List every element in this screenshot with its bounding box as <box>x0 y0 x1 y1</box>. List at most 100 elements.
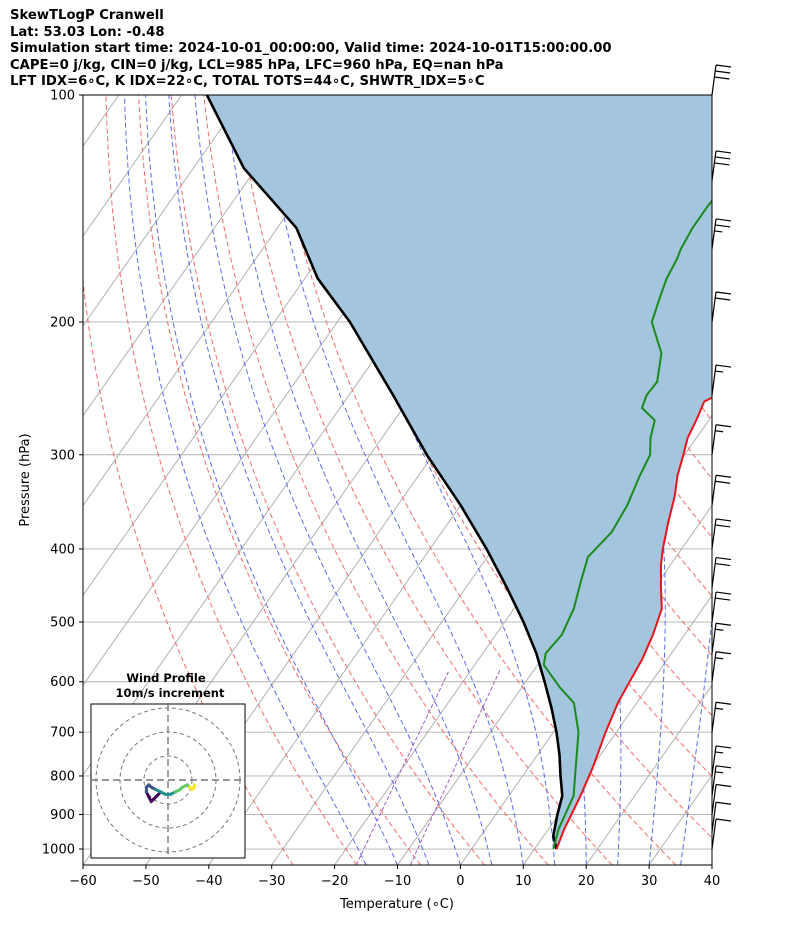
wind-barb-staff <box>711 765 717 796</box>
y-tick-label: 400 <box>50 542 75 557</box>
isotherm-gridline <box>460 504 712 865</box>
wind-barb-flag <box>715 622 732 626</box>
y-tick-label: 600 <box>50 675 75 690</box>
wind-barb-flag <box>715 597 731 601</box>
wind-barb <box>711 364 732 396</box>
moist-adiabat-line <box>224 95 493 865</box>
hodograph-ring <box>143 755 193 805</box>
dry-adiabat-line <box>235 95 613 865</box>
x-tick-label: −10 <box>384 874 411 889</box>
wind-barb <box>711 474 732 506</box>
wind-barb-staff <box>711 702 717 733</box>
wind-barb <box>711 591 732 623</box>
wind-barb-flag <box>715 524 731 528</box>
wind-barb-flag <box>715 64 732 68</box>
wind-barbs <box>711 64 732 850</box>
lat-lon: Lat: 53.03 Lon: -0.48 <box>10 24 165 40</box>
moist-adiabat-line <box>711 861 712 865</box>
wind-barb-flag <box>715 701 732 705</box>
isotherm-gridline <box>83 95 245 327</box>
wind-barb <box>711 701 732 733</box>
dry-adiabat-line <box>83 277 294 865</box>
x-tick-label: −30 <box>258 874 285 889</box>
y-axis-label: Pressure (hPa) <box>18 433 33 526</box>
isotherm-gridline <box>83 95 308 417</box>
parcel-profile <box>205 95 564 850</box>
wind-barb-flag <box>715 297 731 301</box>
cape-shaded-area <box>206 95 712 849</box>
wind-barb-half-flag <box>715 370 724 373</box>
wind-barb <box>711 783 732 815</box>
moist-adiabat-line <box>194 95 461 865</box>
wind-barb-flag <box>714 76 730 80</box>
wind-barb-half-flag <box>714 230 723 233</box>
wind-barb-flag <box>715 218 732 222</box>
wind-barb-flag <box>714 162 730 166</box>
wind-barb-staff <box>711 218 717 249</box>
wind-barb-flag <box>715 474 732 478</box>
x-tick-label: 20 <box>578 874 595 889</box>
wind-barb <box>711 765 732 796</box>
wind-barb-flag <box>715 591 732 595</box>
wind-barb-flag <box>715 783 732 788</box>
x-tick-label: 30 <box>641 874 658 889</box>
wind-barb-flag <box>715 765 732 769</box>
y-tick-label: 900 <box>50 808 75 823</box>
x-axis-label: Temperature (∘C) <box>339 897 454 912</box>
wind-barb-staff <box>711 291 717 323</box>
hodograph-ring <box>119 731 217 829</box>
wind-barb-flag <box>715 480 731 484</box>
wind-barb-half-flag <box>715 771 724 774</box>
dewpoint-profile <box>542 199 712 850</box>
temperature-profile <box>555 396 712 850</box>
station-title: SkewTLogP Cranwell <box>10 8 164 23</box>
isotherm-gridline <box>585 684 712 865</box>
wind-barb-flag <box>715 801 732 805</box>
stability-indices: LFT IDX=6∘C, K IDX=22∘C, TOTAL TOTS=44∘C… <box>10 74 485 89</box>
wind-barb-half-flag <box>715 628 724 631</box>
hodograph-title: Wind Profile <box>126 671 206 685</box>
wind-barb <box>711 150 732 181</box>
wind-barb-flag <box>715 651 732 655</box>
wind-barb <box>711 801 732 833</box>
wind-barb-flag <box>715 70 731 74</box>
dry-adiabat-line <box>105 95 358 865</box>
wind-barb <box>711 622 732 654</box>
wind-barb <box>711 745 732 777</box>
x-tick-label: −20 <box>321 874 348 889</box>
wind-barb-flag <box>715 156 731 160</box>
dry-adiabat-line <box>138 95 422 865</box>
y-tick-label: 500 <box>50 616 75 631</box>
wind-barb <box>711 651 732 682</box>
isotherm-gridline <box>711 864 712 865</box>
hodograph-plot <box>91 704 245 858</box>
chart-header: SkewTLogP Cranwell Lat: 53.03 Lon: -0.48… <box>10 8 612 91</box>
x-tick-label: −50 <box>132 874 159 889</box>
moist-adiabat-line <box>124 95 367 865</box>
y-tick-label: 1000 <box>42 843 75 858</box>
wind-barb-staff <box>711 623 717 654</box>
data-layer <box>205 95 712 850</box>
wind-barb <box>711 424 732 455</box>
x-tick-label: −40 <box>195 874 222 889</box>
moist-adiabat-line <box>168 95 430 865</box>
mixing-ratio-line <box>409 670 501 865</box>
x-tick-label: 40 <box>704 874 721 889</box>
wind-barb-flag <box>715 291 732 295</box>
hodograph-subtitle: 10m/s increment <box>116 686 225 700</box>
wind-barb-flag <box>715 364 732 368</box>
grid-layer <box>83 95 794 865</box>
wind-barb-flag <box>715 745 732 749</box>
wind-barb-staff <box>711 150 717 181</box>
x-tick-label: 0 <box>456 874 464 889</box>
moist-adiabat-line <box>145 95 398 865</box>
axes-layer: −60 −50 −40 −30 −20 −10 0 10 20 30 40 1000 900 800 700… <box>42 89 720 890</box>
wind-barb-flag <box>715 518 732 522</box>
isotherm-gridline <box>83 95 183 237</box>
isotherm-gridline <box>522 594 712 865</box>
dry-adiabat-line <box>725 95 794 865</box>
wind-barb-flag <box>715 556 732 561</box>
wind-barb-staff <box>711 784 717 815</box>
mixing-ratio-line <box>355 670 450 865</box>
